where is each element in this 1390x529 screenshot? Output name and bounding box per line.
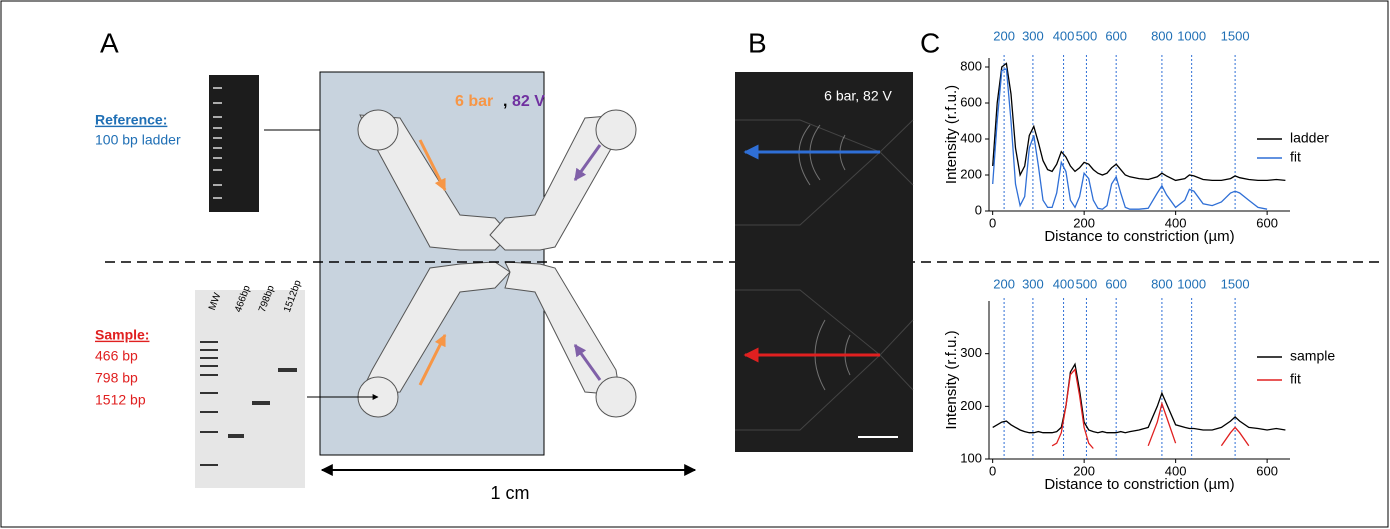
y-tick-label: 200	[960, 166, 982, 181]
size-marker-label: 800	[1151, 28, 1173, 43]
size-marker-label: 1500	[1221, 28, 1250, 43]
sample-size: 798 bp	[95, 370, 138, 386]
x-axis-label: Distance to constriction (µm)	[1044, 476, 1234, 493]
micrograph	[735, 72, 913, 452]
size-marker-label: 500	[1076, 276, 1098, 291]
size-marker-label: 600	[1105, 28, 1127, 43]
legend-label: fit	[1290, 371, 1301, 387]
y-tick-label: 800	[960, 58, 982, 73]
legend-label: sample	[1290, 348, 1335, 364]
series-line	[993, 364, 1286, 433]
voltage: 82 V	[512, 93, 545, 110]
gel-image	[209, 75, 259, 212]
separator: ,	[503, 93, 507, 110]
x-tick-label: 600	[1256, 463, 1278, 478]
size-marker-label: 400	[1053, 28, 1075, 43]
panel-label: C	[920, 27, 940, 58]
reference-detail: 100 bp ladder	[95, 132, 181, 148]
x-tick-label: 600	[1256, 215, 1278, 230]
size-marker-label: 600	[1105, 276, 1127, 291]
size-marker-label: 300	[1022, 276, 1044, 291]
sample-size: 1512 bp	[95, 392, 146, 408]
size-marker-label: 500	[1076, 28, 1098, 43]
x-tick-label: 0	[989, 463, 996, 478]
y-axis-label: Intensity (r.f.u.)	[943, 330, 960, 429]
figure: A B C Reference: 100 bp ladder 6 bar , 8…	[0, 0, 1390, 529]
y-tick-label: 0	[975, 202, 982, 217]
panel-label: A	[100, 27, 119, 58]
axes	[989, 301, 1290, 459]
y-axis-label: Intensity (r.f.u.)	[943, 85, 960, 184]
scale-label: 1 cm	[490, 483, 529, 503]
size-marker-label: 200	[993, 276, 1015, 291]
legend-label: fit	[1290, 149, 1301, 165]
pressure: 6 bar	[455, 93, 493, 110]
gel-image	[195, 290, 305, 488]
x-tick-label: 0	[989, 215, 996, 230]
size-marker-label: 1000	[1177, 28, 1206, 43]
series-line	[1052, 370, 1249, 449]
series-line	[993, 63, 1286, 180]
size-marker-label: 1000	[1177, 276, 1206, 291]
size-marker-label: 1500	[1221, 276, 1250, 291]
y-tick-label: 300	[960, 345, 982, 360]
condition-label: 6 bar, 82 V	[824, 88, 892, 104]
reference-label: Reference:	[95, 112, 167, 128]
size-marker-label: 800	[1151, 276, 1173, 291]
size-marker-label: 400	[1053, 276, 1075, 291]
x-axis-label: Distance to constriction (µm)	[1044, 228, 1234, 245]
y-tick-label: 600	[960, 94, 982, 109]
legend-label: ladder	[1290, 130, 1329, 146]
y-tick-label: 200	[960, 398, 982, 413]
y-tick-label: 400	[960, 130, 982, 145]
panel-label: B	[748, 27, 767, 58]
y-tick-label: 100	[960, 450, 982, 465]
sample-label: Sample:	[95, 327, 149, 343]
series-line	[993, 69, 1267, 209]
size-marker-label: 200	[993, 28, 1015, 43]
size-marker-label: 300	[1022, 28, 1044, 43]
axes	[989, 58, 1290, 211]
sample-size: 466 bp	[95, 348, 138, 364]
